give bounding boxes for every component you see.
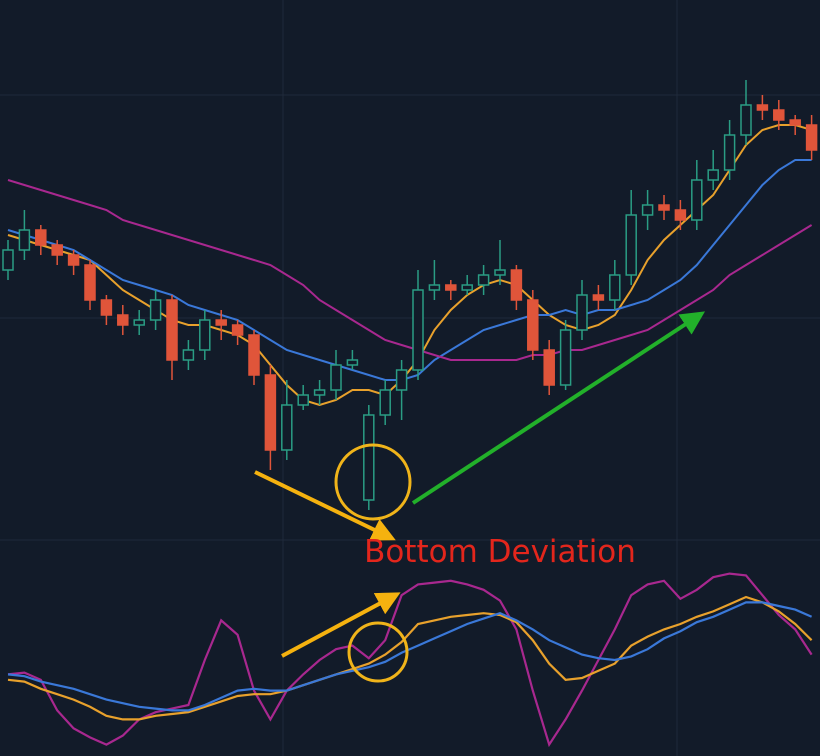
candle-body [281,404,293,451]
candle-body [658,204,670,211]
candle-body [445,284,457,291]
candle-body [133,319,145,326]
candle-body [805,124,818,151]
indicator-line [7,601,813,712]
candle-body [559,329,572,386]
candle-body [740,104,752,136]
price-panel [2,80,818,510]
candle-body [67,254,80,266]
candle-body [789,119,801,126]
candle-body [412,289,424,371]
candle-body [313,389,326,396]
candle-body [51,244,63,256]
annotations: Bottom Deviation [254,311,706,683]
candle-body [297,394,309,406]
candle-body [527,299,539,351]
candle-body [100,299,113,316]
candle-body [428,284,441,291]
candle-body [231,324,244,336]
candle-body [477,274,490,286]
arrow [281,592,401,658]
candle-body [641,204,654,216]
candle-body [494,269,506,276]
candle-body [166,299,178,361]
candle-body [18,229,31,251]
candle-body [773,109,785,121]
candle-body [723,134,736,171]
candle-body [35,229,47,246]
indicator-panel [7,572,813,748]
candle-body [182,349,195,361]
candle-body [84,264,96,301]
candle-body [248,334,260,376]
candle-body [510,269,523,301]
candle-body [461,284,473,291]
candle-body [363,414,375,501]
moving-average-line [7,179,813,361]
candle-body [609,274,621,301]
candle-body [117,314,129,326]
candle-body [264,374,277,451]
candle-body [379,389,391,416]
highlight-circle [334,443,412,521]
indicator-line [7,595,813,721]
candle-body [330,364,342,391]
annotation: Bottom Deviation [364,534,636,570]
moving-average-line [7,159,812,381]
candle-body [707,169,719,181]
candle-body [346,359,359,366]
candle-body [625,214,637,276]
candle-body [543,349,555,386]
candle-body [395,369,408,391]
candle-body [592,294,605,301]
candle-body [691,179,703,221]
arrow [411,311,706,505]
candle-body [756,104,769,111]
arrow [254,470,396,541]
highlight-circle [347,621,409,683]
candle-body [149,299,162,321]
candle-body [215,319,227,326]
candle-body [576,294,588,331]
candle-body [199,319,211,351]
moving-average-line [7,124,812,407]
candle-body [2,249,14,271]
candle-body [674,209,687,221]
